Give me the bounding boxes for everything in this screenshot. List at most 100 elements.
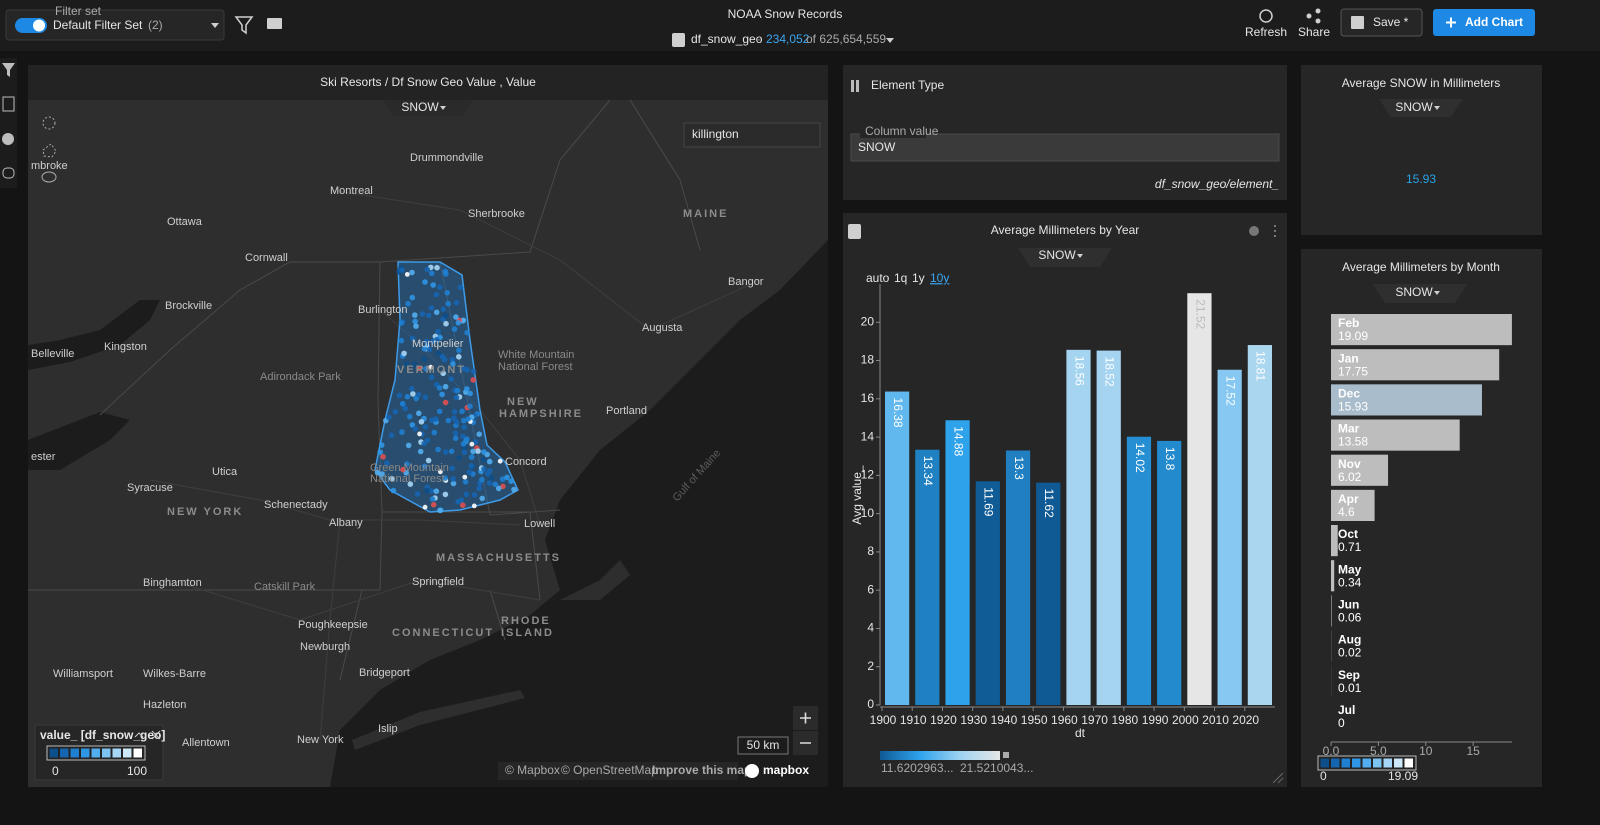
point [421,440,428,447]
x-tick-label: 1980 [1111,713,1138,727]
point [451,415,457,422]
share-icon[interactable] [1306,8,1321,24]
value-label: 11.69 [982,487,996,516]
bar[interactable] [1331,595,1332,627]
value-label: 13.3 [1012,456,1026,480]
bar[interactable] [1331,525,1338,557]
water [28,300,160,370]
source-dropdown[interactable] [886,38,894,43]
category-label: Mar [1338,422,1360,436]
bar[interactable] [1036,482,1061,705]
bar[interactable] [885,391,910,705]
range-option[interactable]: 1y [912,271,925,285]
polygon-tool[interactable] [42,143,57,158]
point [442,449,449,455]
bar[interactable] [1331,489,1375,521]
point [468,454,475,460]
controls-icon[interactable] [2,96,15,112]
year-selector[interactable]: SNOW [1038,248,1076,262]
bar[interactable] [1187,293,1212,705]
map-selector[interactable]: SNOW [401,100,439,114]
circle-tool[interactable] [42,116,56,130]
comment-icon[interactable] [267,18,282,29]
bar[interactable] [1217,369,1242,705]
category-label: Dec [1338,387,1360,401]
bar[interactable] [915,449,940,705]
point [437,284,443,291]
kpi-selector[interactable]: SNOW [1395,100,1433,114]
value-label: 0.01 [1338,681,1362,695]
bar[interactable] [1331,384,1482,416]
place-label: Brockville [165,300,212,312]
bar[interactable] [1331,419,1460,451]
row-count: 234,052 [766,32,810,46]
resize-handle[interactable] [1272,772,1284,784]
search-value[interactable]: killington [692,127,739,141]
range-option[interactable]: 1q [894,271,907,285]
point [411,361,418,367]
map[interactable]: Drummondville Montreal Sherbrooke Ottawa MAI… [28,99,828,787]
bar[interactable] [1126,436,1152,705]
row-total: of 625,654,559 [806,32,886,46]
refresh-icon[interactable] [1259,9,1273,23]
palette-icon[interactable] [2,133,14,145]
filter-field-value[interactable]: SNOW [858,140,896,154]
point [453,299,460,306]
link-icon[interactable] [2,167,15,179]
month-selector[interactable]: SNOW [1395,285,1433,299]
settings-icon[interactable] [1249,226,1259,236]
attribution[interactable]: Improve this map [652,763,751,777]
bar[interactable] [1331,454,1389,486]
filter-set-label: Filter set [55,4,102,18]
point [481,449,487,455]
point [486,458,493,465]
collapse-icon[interactable] [134,732,144,738]
refresh-label[interactable]: Refresh [1245,25,1287,39]
filter-icon[interactable] [2,63,15,77]
filter-input[interactable] [850,133,1280,162]
points [374,264,517,514]
point [398,337,405,344]
bar[interactable] [1157,440,1182,705]
filter-set-select[interactable] [5,9,225,41]
x-tick-label: 2000 [1172,713,1199,727]
range-option[interactable]: 10y [930,271,949,285]
legend-min: 0 [1320,769,1327,783]
point [423,366,429,372]
share-label[interactable]: Share [1298,25,1330,39]
range-option[interactable]: auto [866,271,890,285]
search-box[interactable] [683,122,821,148]
place-label: mbroke [31,160,68,172]
close-icon[interactable] [151,730,161,740]
dropdown-arrow [1077,254,1083,258]
bar[interactable] [1247,345,1272,705]
y-tick-label: 0 [867,697,874,711]
y-tick-label: 10 [861,506,875,520]
x-tick-label: 1970 [1081,713,1108,727]
bar[interactable] [1331,349,1500,381]
panel-icon [856,80,859,92]
bar[interactable] [1096,350,1121,705]
point [441,356,448,363]
attribution[interactable]: © Mapbox [505,763,560,777]
bar[interactable] [945,420,970,705]
save-button[interactable] [1340,8,1423,37]
bar[interactable] [1331,560,1335,592]
clear-filter-icon[interactable] [234,16,254,35]
point [404,393,411,400]
legend-swatch [1361,757,1372,769]
lasso-tool[interactable] [41,171,57,183]
bar[interactable] [1066,349,1091,705]
lake [28,412,130,470]
bar[interactable] [1005,450,1031,705]
bar[interactable] [975,481,1000,705]
point [409,335,416,342]
legend-swatch [59,747,70,759]
bar[interactable] [1331,314,1512,346]
attribution[interactable]: © OpenStreetMap [561,763,658,777]
legend-max: 19.09 [1388,769,1418,783]
point [461,424,468,431]
add-chart-button[interactable] [1433,9,1535,36]
legend-max: 21.5210043... [960,761,1033,775]
filter-set-name: Default Filter Set [53,18,143,32]
